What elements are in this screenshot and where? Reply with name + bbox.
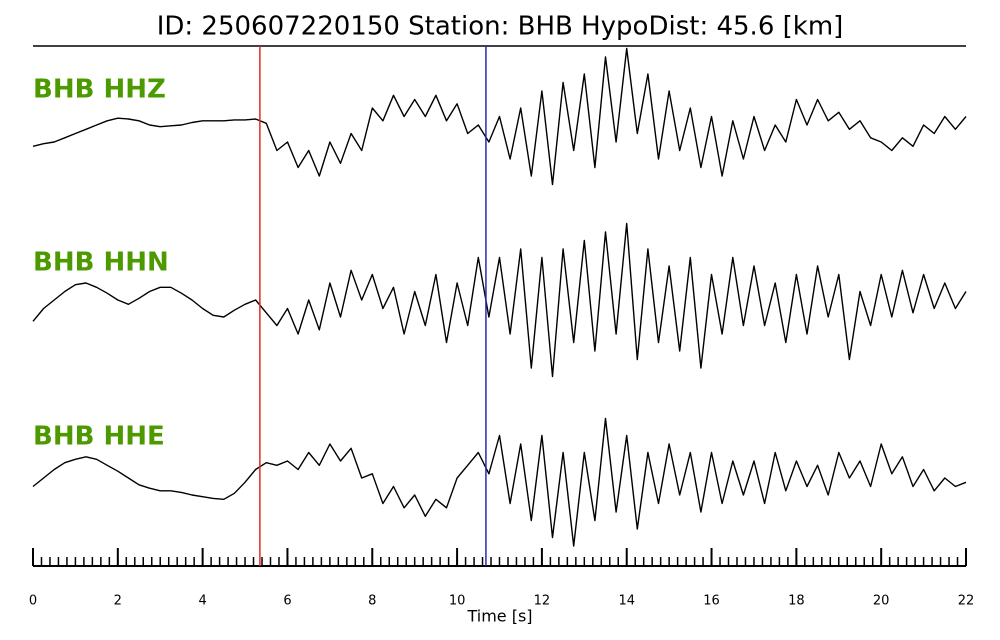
x-tick-label: 2 xyxy=(114,594,122,609)
x-tick-label: 14 xyxy=(618,594,635,609)
x-tick-label: 8 xyxy=(368,594,376,609)
channel-label: BHB HHE xyxy=(33,422,165,452)
chart-title: ID: 250607220150 Station: BHB HypoDist: … xyxy=(157,12,844,42)
channel-label: BHB HHN xyxy=(33,248,169,278)
waveform-trace xyxy=(32,417,967,547)
waveform-trace xyxy=(32,222,967,378)
x-tick-label: 12 xyxy=(534,594,551,609)
x-tick-label: 6 xyxy=(283,594,291,609)
x-tick-label: 0 xyxy=(29,594,37,609)
channel-label: BHB HHZ xyxy=(33,75,166,105)
x-tick-label: 4 xyxy=(198,594,206,609)
x-tick-label: 20 xyxy=(873,594,890,609)
x-tick-label: 16 xyxy=(703,594,720,609)
waveform-trace xyxy=(32,47,967,186)
x-tick-label: 18 xyxy=(788,594,805,609)
x-tick-label: 22 xyxy=(958,594,975,609)
x-axis-label: Time [s] xyxy=(466,607,532,626)
x-tick-label: 10 xyxy=(449,594,466,609)
